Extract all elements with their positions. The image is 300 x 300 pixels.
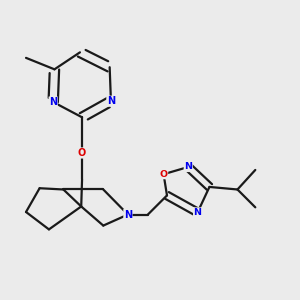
Text: N: N — [194, 208, 202, 217]
Text: N: N — [107, 96, 115, 106]
Text: N: N — [124, 209, 132, 220]
Text: N: N — [49, 97, 57, 107]
Text: O: O — [160, 170, 168, 179]
Text: N: N — [184, 163, 192, 172]
Text: O: O — [78, 148, 86, 158]
